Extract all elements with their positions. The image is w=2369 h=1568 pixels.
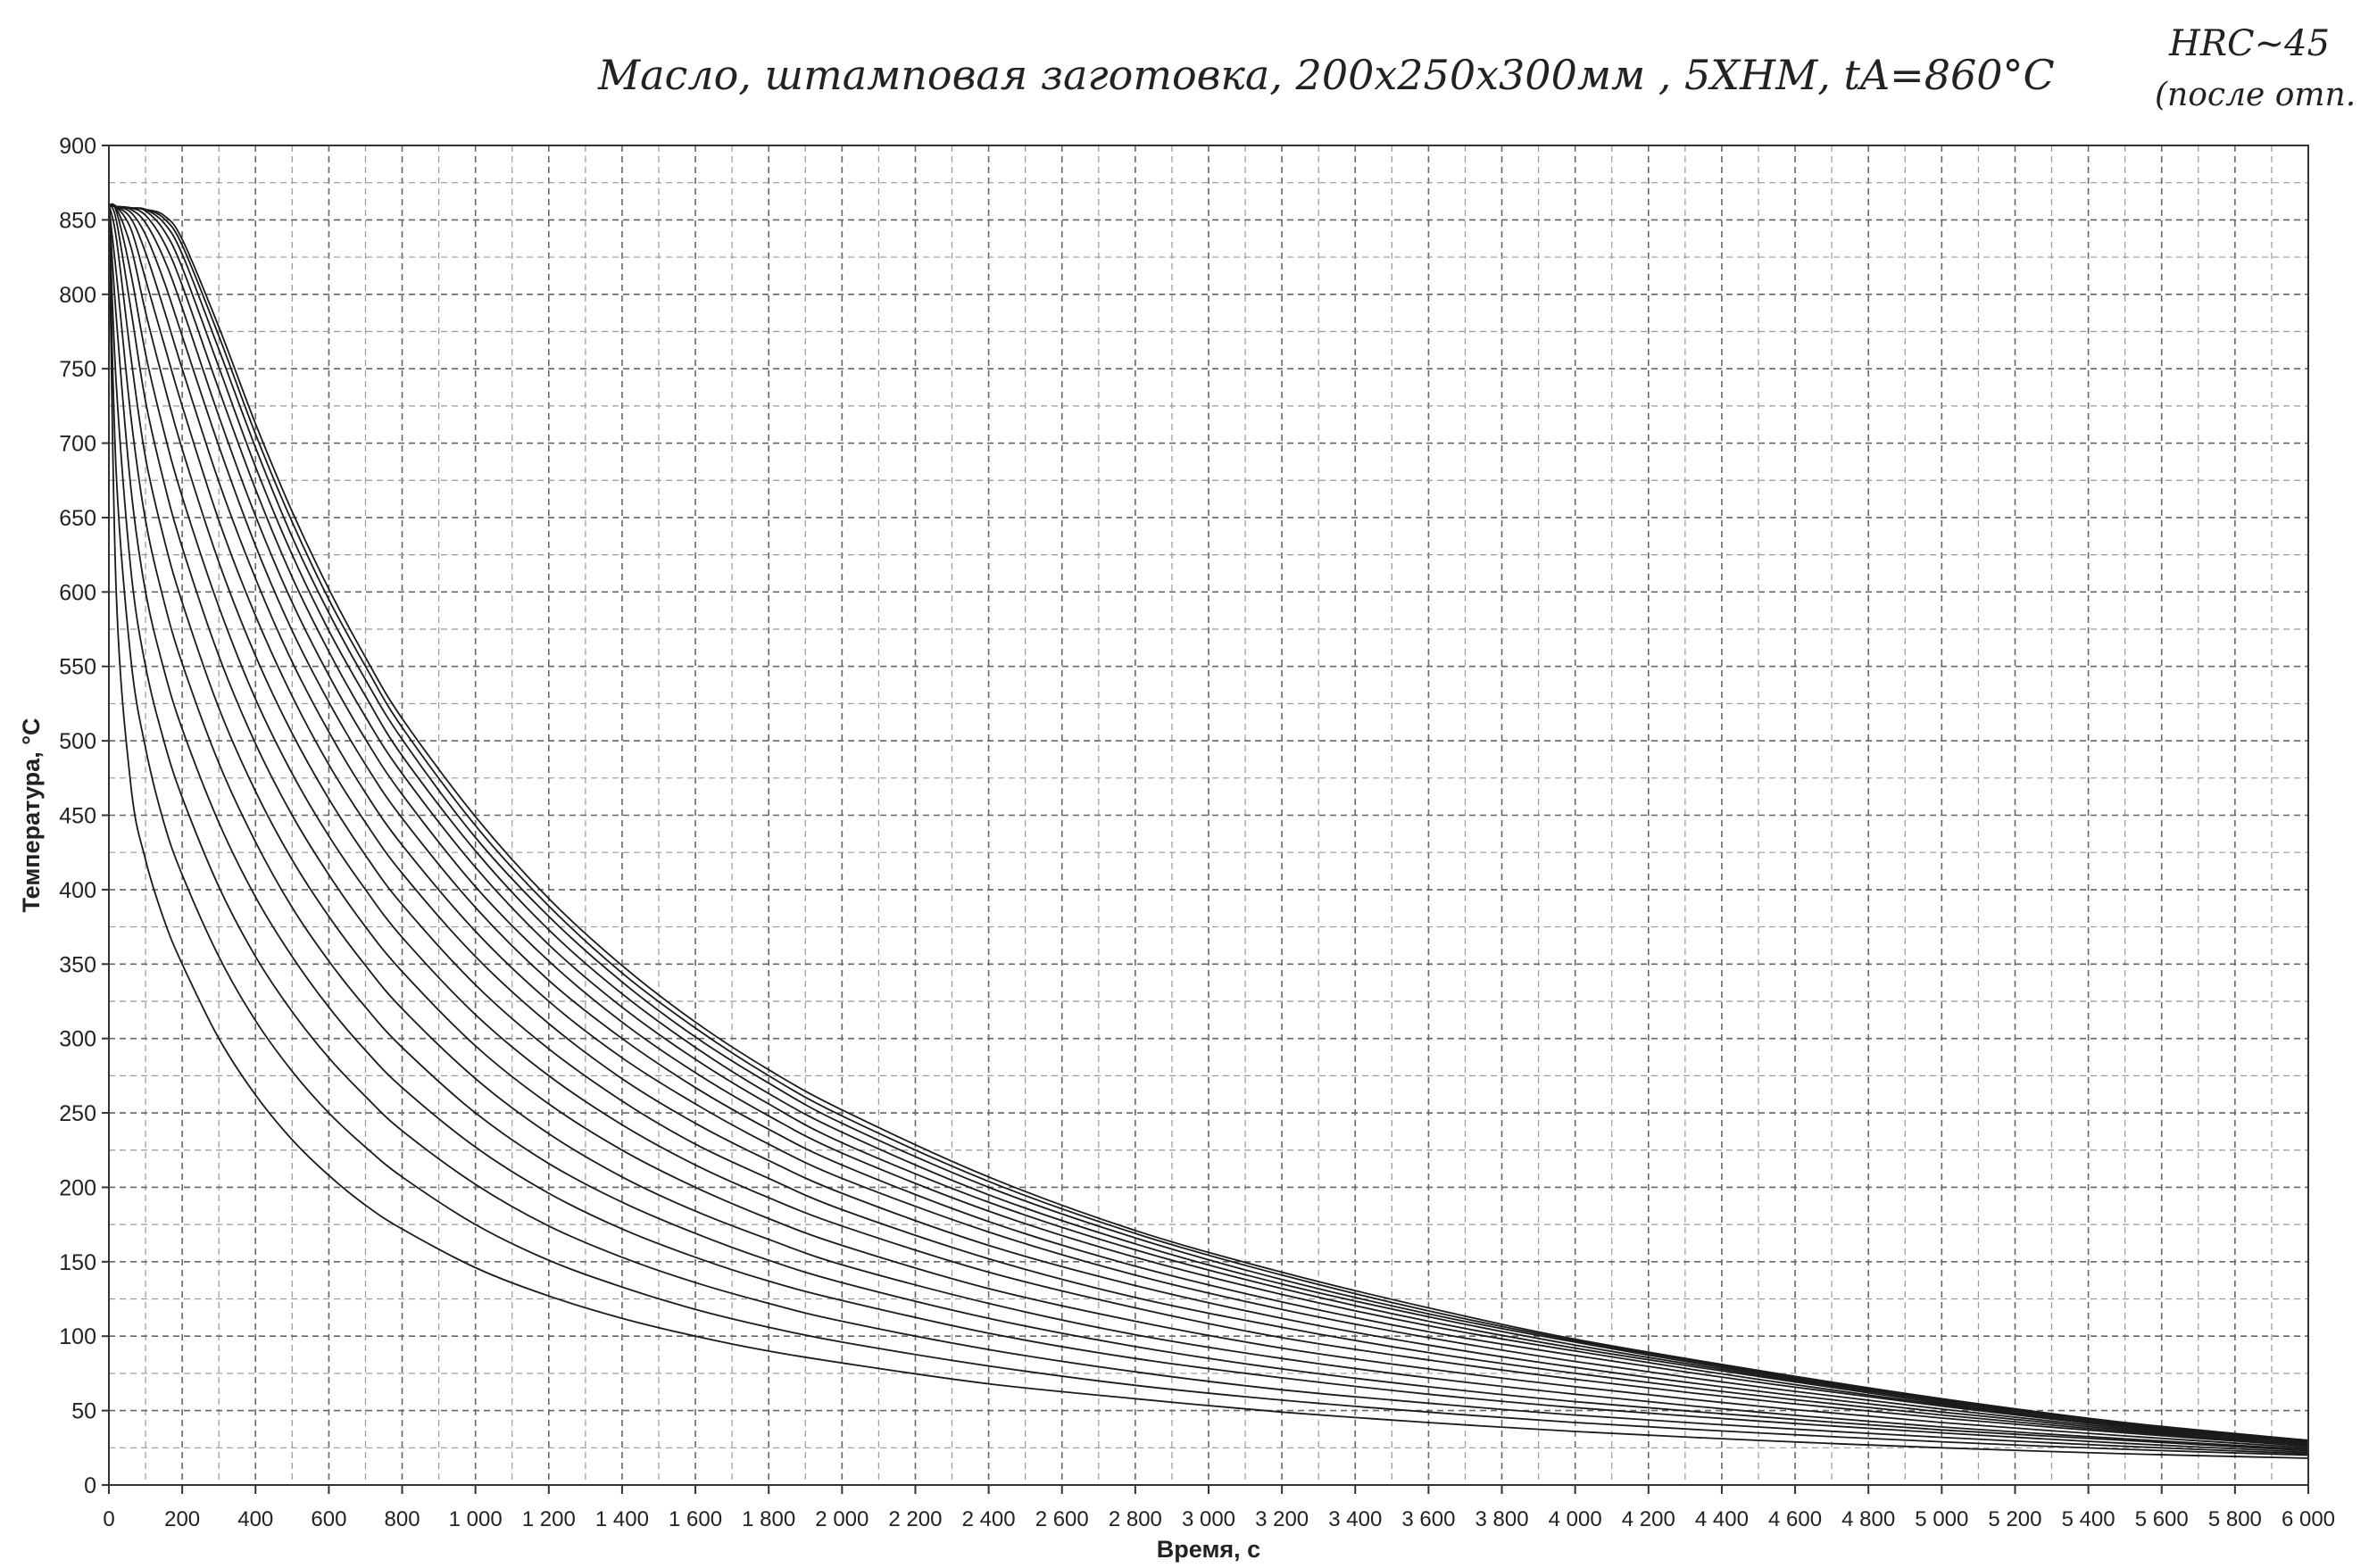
x-tick-label: 4 600 <box>1768 1507 1822 1531</box>
cooling-curve-12 <box>108 203 2309 1445</box>
handwritten-corner-line2: (после отп. <box>2155 77 2356 113</box>
y-tick-label: 250 <box>59 1101 96 1126</box>
y-tick-label: 750 <box>59 357 96 382</box>
handwritten-corner-line1: HRC~45 <box>2168 23 2330 64</box>
cooling-curve-16 <box>108 203 2309 1441</box>
x-tick-label: 2 000 <box>815 1507 869 1531</box>
cooling-curve-18 <box>108 203 2309 1441</box>
y-tick-label: 100 <box>59 1324 96 1349</box>
x-tick-label: 5 200 <box>1988 1507 2041 1531</box>
x-tick-label: 5 600 <box>2135 1507 2189 1531</box>
x-tick-label: 2 200 <box>888 1507 942 1531</box>
cooling-curve-5 <box>108 204 2309 1452</box>
x-tick-labels: 0 200 400 600 800 1 000 1 200 1 400 1 600 1 800 2 … <box>103 1485 2335 1531</box>
x-tick-label: 3 200 <box>1255 1507 1309 1531</box>
cooling-curve-9 <box>108 203 2309 1446</box>
y-tick-label: 700 <box>59 432 96 457</box>
x-tick-label: 2 600 <box>1035 1507 1089 1531</box>
x-tick-label: 4 000 <box>1549 1507 1602 1531</box>
x-tick-label: 3 600 <box>1401 1507 1455 1531</box>
y-axis-title: Температура, °С <box>18 718 45 913</box>
y-tick-label: 350 <box>59 952 96 977</box>
x-tick-label: 0 <box>103 1507 114 1531</box>
series-group <box>108 203 2309 1459</box>
x-tick-label: 3 800 <box>1475 1507 1529 1531</box>
x-tick-label: 1 600 <box>669 1507 722 1531</box>
cooling-curve-10 <box>108 203 2309 1446</box>
x-tick-label: 600 <box>311 1507 346 1531</box>
cooling-curve-6 <box>108 204 2309 1450</box>
x-tick-label: 6 000 <box>2282 1507 2335 1531</box>
x-tick-label: 400 <box>237 1507 273 1531</box>
x-axis-title: Время, с <box>1157 1536 1260 1563</box>
y-tick-label: 300 <box>59 1027 96 1052</box>
handwritten-title: Масло, штамповая заготовка, 200x250x300м… <box>597 51 2055 99</box>
y-tick-label: 0 <box>84 1473 96 1498</box>
y-tick-label: 900 <box>59 134 96 159</box>
cooling-curve-7 <box>108 204 2309 1449</box>
cooling-curve-17 <box>108 203 2309 1441</box>
x-tick-label: 2 800 <box>1109 1507 1162 1531</box>
y-tick-label: 50 <box>71 1399 96 1424</box>
cooling-curve-14 <box>108 203 2309 1443</box>
x-tick-label: 5 800 <box>2208 1507 2262 1531</box>
x-tick-label: 1 000 <box>449 1507 503 1531</box>
x-tick-label: 4 800 <box>1841 1507 1895 1531</box>
cooling-curve-2 <box>108 204 2309 1456</box>
cooling-curve-3 <box>108 204 2309 1455</box>
y-tick-label: 450 <box>59 804 96 829</box>
y-tick-label: 500 <box>59 729 96 754</box>
y-tick-label: 400 <box>59 878 96 903</box>
y-tick-label: 600 <box>59 580 96 605</box>
x-tick-label: 5 000 <box>1915 1507 1968 1531</box>
x-tick-label: 3 000 <box>1182 1507 1235 1531</box>
y-tick-label: 650 <box>59 506 96 531</box>
x-tick-label: 4 200 <box>1622 1507 1675 1531</box>
cooling-curve-15 <box>108 203 2309 1443</box>
x-tick-label: 1 400 <box>595 1507 649 1531</box>
cooling-curve-13 <box>108 203 2309 1443</box>
cooling-curve-8 <box>108 203 2309 1448</box>
y-tick-label: 800 <box>59 283 96 308</box>
x-tick-label: 4 400 <box>1695 1507 1749 1531</box>
cooling-curve-11 <box>108 203 2309 1445</box>
cooling-curve-1 <box>108 204 2309 1459</box>
y-tick-label: 850 <box>59 208 96 233</box>
x-tick-label: 5 400 <box>2062 1507 2115 1531</box>
grid <box>109 145 2308 1485</box>
y-tick-label: 200 <box>59 1175 96 1200</box>
y-tick-label: 550 <box>59 655 96 680</box>
x-tick-label: 2 400 <box>962 1507 1016 1531</box>
x-tick-label: 1 200 <box>522 1507 576 1531</box>
x-tick-label: 3 400 <box>1328 1507 1382 1531</box>
x-tick-label: 1 800 <box>742 1507 795 1531</box>
y-tick-label: 150 <box>59 1250 96 1275</box>
y-tick-labels: 0 50 100 150 200 250 300 350 400 450 500 550 600 650 7… <box>59 134 109 1498</box>
x-tick-label: 200 <box>164 1507 200 1531</box>
cooling-curve-4 <box>108 204 2309 1454</box>
x-tick-label: 800 <box>385 1507 420 1531</box>
